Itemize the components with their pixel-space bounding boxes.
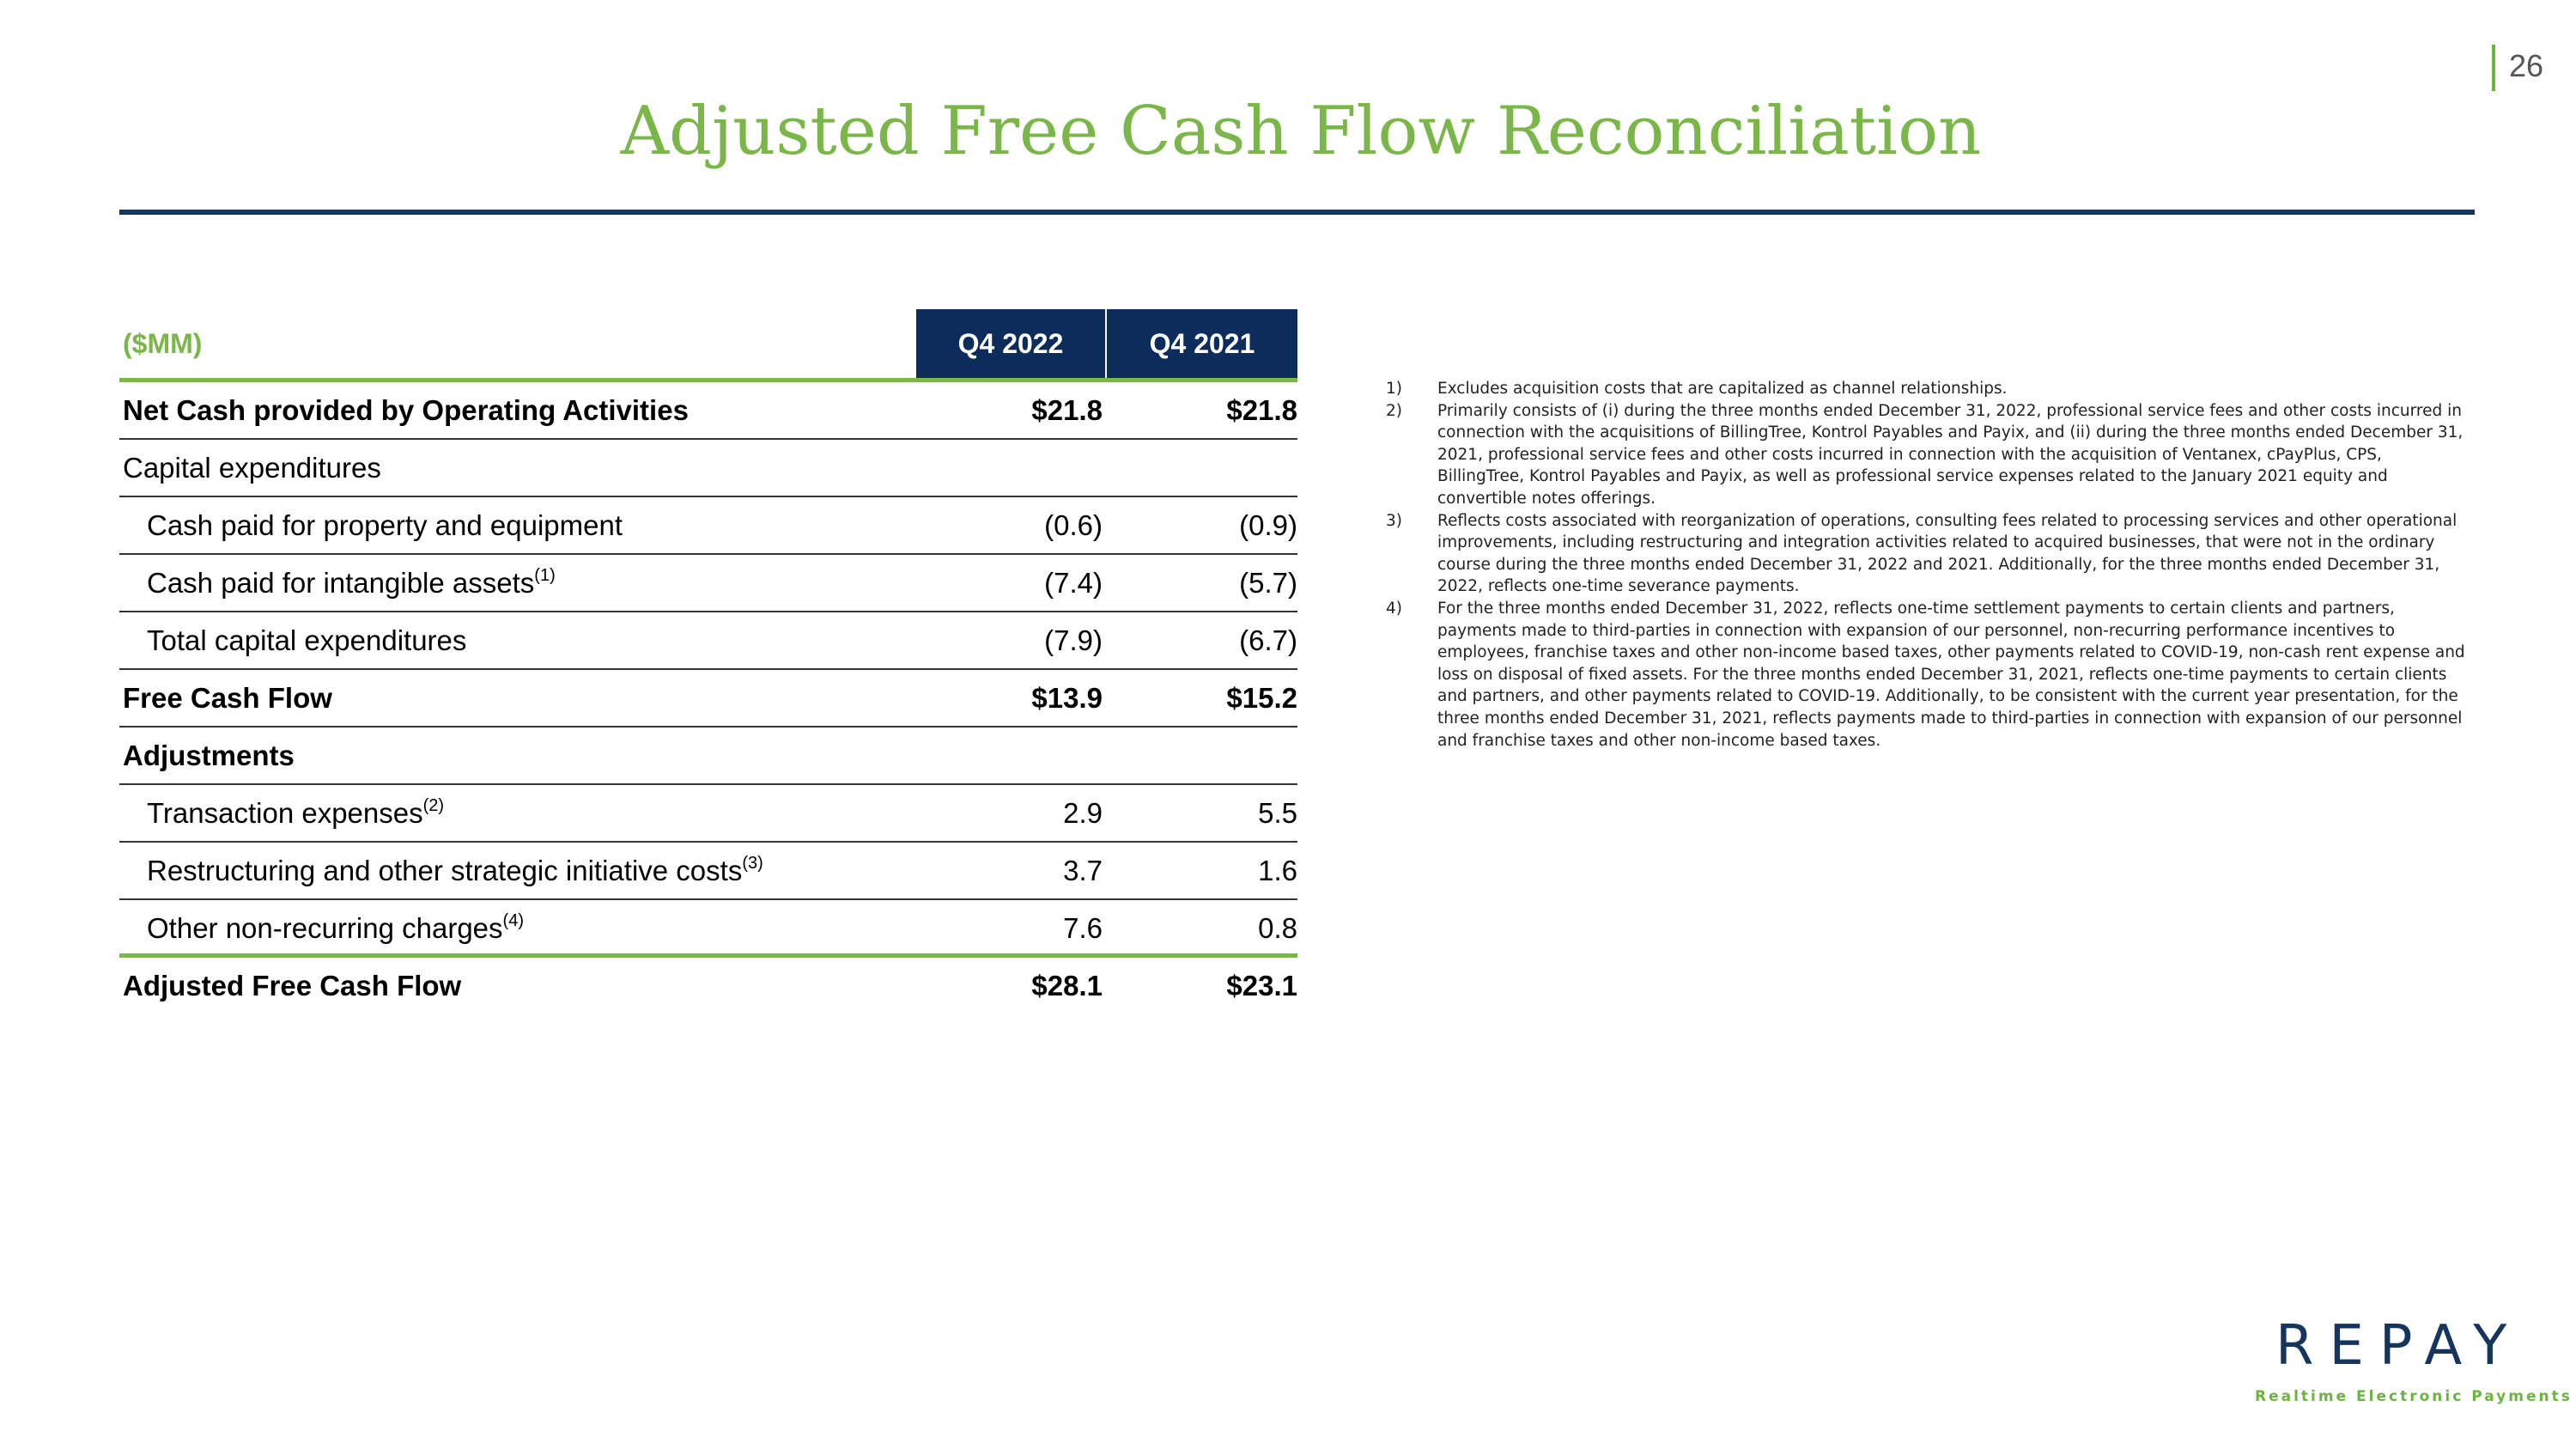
row-value-q4-2022: 7.6 <box>1063 912 1103 944</box>
row-label: Cash paid for intangible assets(1) <box>147 566 556 599</box>
row-value-q4-2022: 3.7 <box>1063 855 1103 886</box>
footnote-text: Excludes acquisition costs that are capi… <box>1437 380 2008 398</box>
table-row: Cash paid for intangible assets(1) (7.4)… <box>119 555 1297 612</box>
table-row-total: Adjusted Free Cash Flow $28.1 $23.1 <box>119 958 1297 1014</box>
row-label: Adjusted Free Cash Flow <box>123 970 462 1002</box>
footnote-ref: (4) <box>502 911 524 930</box>
row-value-q4-2021: 1.6 <box>1258 855 1297 886</box>
footnotes: 1) Excludes acquisition costs that are c… <box>1386 378 2468 752</box>
footnote-item: 3) Reflects costs associated with reorga… <box>1386 510 2468 598</box>
footnote-number: 2) <box>1386 401 1402 420</box>
column-header-q4-2022: Q4 2022 <box>916 309 1105 378</box>
row-label: Free Cash Flow <box>123 682 332 714</box>
footnote-ref: (1) <box>534 566 556 585</box>
header-green-rule <box>119 378 1297 382</box>
row-value-q4-2021: $23.1 <box>1226 970 1297 1002</box>
footnote-number: 4) <box>1386 599 1402 618</box>
row-label: Other non-recurring charges(4) <box>147 911 524 944</box>
row-label: Capital expenditures <box>123 452 381 484</box>
table-row: Free Cash Flow $13.9 $15.2 <box>119 670 1297 728</box>
row-value-q4-2022: (0.6) <box>1044 509 1103 541</box>
footnote-item: 2) Primarily consists of (i) during the … <box>1386 400 2468 510</box>
footnote-item: 1) Excludes acquisition costs that are c… <box>1386 378 2468 400</box>
row-label: Cash paid for property and equipment <box>147 509 623 541</box>
reconciliation-table: ($MM) Q4 2022 Q4 2021 Net Cash provided … <box>119 309 1297 1014</box>
row-value-q4-2022: (7.9) <box>1044 624 1103 656</box>
table-row: Cash paid for property and equipment (0.… <box>119 497 1297 555</box>
row-value-q4-2022: (7.4) <box>1044 567 1103 599</box>
page-number-divider <box>2492 45 2495 91</box>
footnote-item: 4) For the three months ended December 3… <box>1386 598 2468 752</box>
row-value-q4-2021: (5.7) <box>1239 567 1297 599</box>
table-row: Net Cash provided by Operating Activitie… <box>119 382 1297 440</box>
footnote-number: 3) <box>1386 511 1402 530</box>
column-header-q4-2021: Q4 2021 <box>1107 309 1297 378</box>
row-value-q4-2021: 0.8 <box>1258 912 1297 944</box>
row-value-q4-2021: 5.5 <box>1258 797 1297 829</box>
table-row: Total capital expenditures (7.9) (6.7) <box>119 612 1297 670</box>
row-label: Transaction expenses(2) <box>147 796 445 829</box>
repay-logo: REPAY <box>2275 1314 2523 1378</box>
table-row: Other non-recurring charges(4) 7.6 0.8 <box>119 900 1297 958</box>
footnote-text: For the three months ended December 31, … <box>1437 599 2465 750</box>
row-label: Restructuring and other strategic initia… <box>147 854 763 886</box>
footnote-text: Reflects costs associated with reorganiz… <box>1437 511 2458 596</box>
unit-label: ($MM) <box>123 328 203 359</box>
row-value-q4-2022: 2.9 <box>1063 797 1103 829</box>
row-value-q4-2022: $21.8 <box>1031 394 1103 426</box>
row-value-q4-2022: $13.9 <box>1031 682 1103 714</box>
footnote-ref: (2) <box>422 796 445 815</box>
page-title: Adjusted Free Cash Flow Reconciliation <box>620 93 1982 170</box>
page-number: 26 <box>2509 48 2544 83</box>
row-value-q4-2021: $21.8 <box>1226 394 1297 426</box>
row-value-q4-2021: (0.9) <box>1239 509 1297 541</box>
footnote-ref: (3) <box>742 854 763 873</box>
row-label: Adjustments <box>123 740 295 771</box>
row-label: Total capital expenditures <box>147 624 467 656</box>
table-row: Restructuring and other strategic initia… <box>119 843 1297 900</box>
row-value-q4-2021: (6.7) <box>1239 624 1297 656</box>
table-row: Transaction expenses(2) 2.9 5.5 <box>119 785 1297 843</box>
title-divider <box>119 210 2475 215</box>
table-row: Capital expenditures <box>119 440 1297 497</box>
row-value-q4-2021: $15.2 <box>1226 682 1297 714</box>
row-value-q4-2022: $28.1 <box>1031 970 1103 1002</box>
table-row: Adjustments <box>119 728 1297 785</box>
row-label: Net Cash provided by Operating Activitie… <box>123 394 689 426</box>
footnote-text: Primarily consists of (i) during the thr… <box>1437 401 2464 508</box>
footnote-number: 1) <box>1386 380 1402 398</box>
repay-logo-tagline: Realtime Electronic Payments <box>2255 1388 2573 1405</box>
table-header-row: ($MM) Q4 2022 Q4 2021 <box>119 309 1297 378</box>
